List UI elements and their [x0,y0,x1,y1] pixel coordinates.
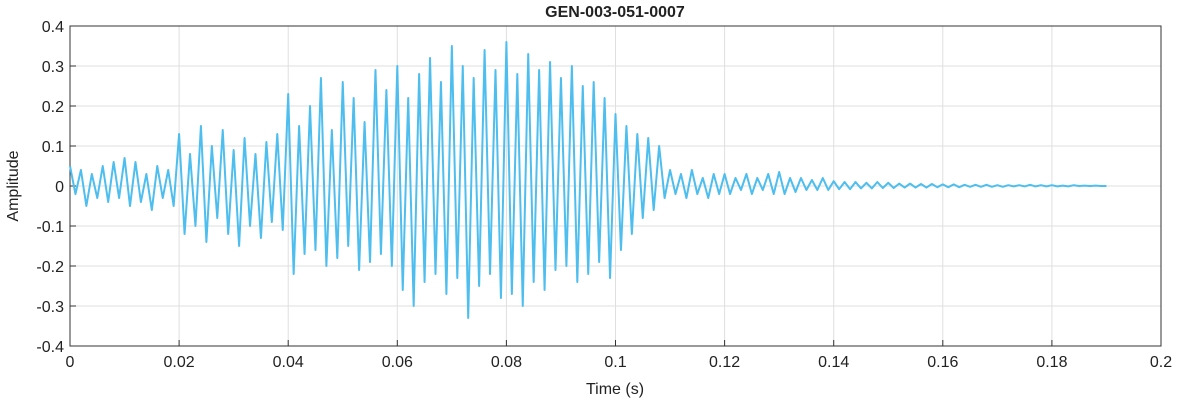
chart-title: GEN-003-051-0007 [545,4,685,21]
plot-frame [69,25,1162,347]
x-tick-label: 0 [66,354,75,371]
x-tick-label: 0.14 [818,354,849,371]
y-tick-label: -0.2 [36,259,64,276]
x-tick-label: 0.16 [927,354,958,371]
x-tick-label: 0.2 [1150,354,1172,371]
x-tick-label: 0.04 [273,354,304,371]
x-tick-label: 0.02 [164,354,195,371]
y-tick-label: 0.1 [42,139,64,156]
x-tick-label: 0.18 [1036,354,1067,371]
x-tick-label: 0.1 [604,354,626,371]
y-tick-label: -0.3 [36,299,64,316]
y-axis-label: Amplitude [5,150,22,221]
y-tick-label: 0 [55,179,64,196]
waveform-line [69,41,1107,319]
x-axis-label: Time (s) [586,381,644,398]
y-tick-label: 0.4 [42,19,64,36]
x-tick-label: 0.12 [709,354,740,371]
y-tick-label: -0.1 [36,219,64,236]
y-tick-label: 0.2 [42,99,64,116]
x-tick-label: 0.06 [382,354,413,371]
x-tick-label: 0.08 [491,354,522,371]
y-tick-label: 0.3 [42,59,64,76]
y-tick-label: -0.4 [36,339,64,356]
